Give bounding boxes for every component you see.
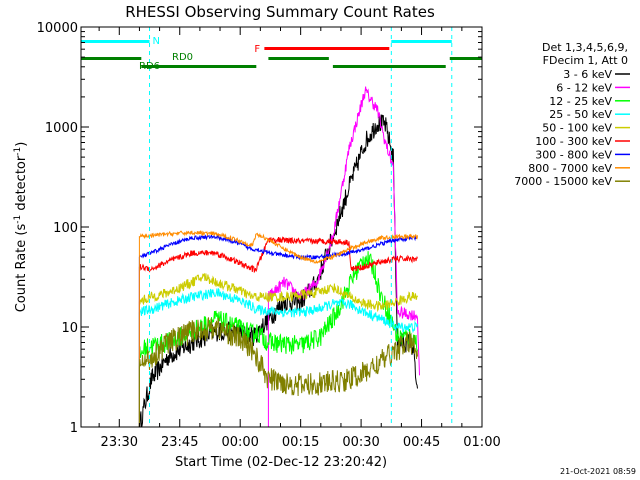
- decimation-flag-bar: [332, 65, 446, 68]
- flag-layer: N F RD0 RD6: [80, 27, 482, 427]
- y-axis-label-sup-2: -1: [13, 147, 23, 156]
- y-tick-label: 100: [53, 221, 78, 236]
- legend: Det 1,3,4,5,6,9, FDecim 1, Att 0 3 - 6 k…: [514, 41, 630, 188]
- legend-entry-label: 3 - 6 keV: [563, 68, 612, 81]
- y-axis-label-main: Count Rate (s: [14, 224, 29, 313]
- tick-layer: 23:30 23:45 00:00 00:15 00:30 00:45 01:00 1 10 10…: [37, 21, 501, 450]
- x-tick-label: 00:45: [403, 435, 440, 450]
- y-tick-label: 10: [61, 321, 78, 336]
- series-line-6: [138, 233, 418, 427]
- legend-entry-label: 300 - 800 keV: [535, 148, 612, 161]
- x-tick-label: 23:30: [101, 435, 138, 450]
- series-layer: [138, 86, 420, 428]
- y-axis-label-mid: detector: [14, 155, 29, 215]
- y-axis-label-end: ): [14, 142, 29, 147]
- night-flag-bar: [81, 40, 150, 43]
- series-line-1: [267, 86, 420, 427]
- legend-entry-label: 25 - 50 keV: [549, 108, 612, 121]
- x-tick-label: 00:30: [342, 435, 379, 450]
- y-axis-label-sup-1: -1: [13, 215, 23, 224]
- legend-header-line-2: FDecim 1, Att 0: [543, 54, 628, 67]
- series-line-3: [138, 287, 418, 427]
- decimation-flag-bar: [268, 57, 329, 60]
- timestamp: 21-Oct-2021 08:59: [560, 467, 636, 476]
- plot-area: N F RD0 RD6 23:30 23:45 00:00 00:15 00:30 00:45 0…: [37, 21, 501, 450]
- y-tick-label: 1000: [45, 121, 78, 136]
- x-tick-label: 23:45: [161, 435, 198, 450]
- decimation-label-rd0: RD0: [172, 52, 193, 63]
- decimation-flag-bar: [449, 57, 482, 60]
- legend-entry-label: 7000 - 15000 keV: [514, 175, 612, 188]
- x-axis-label: Start Time (02-Dec-12 23:20:42): [175, 455, 387, 470]
- series-line-4: [138, 272, 418, 427]
- legend-entry-label: 100 - 300 keV: [535, 135, 612, 148]
- decimation-flag-bar: [81, 57, 142, 60]
- night-flag-label: N: [153, 36, 160, 47]
- decimation-flag-bar: [141, 65, 257, 68]
- night-flag-bar: [391, 40, 452, 43]
- plot-frame: [80, 26, 483, 428]
- legend-entry-label: 12 - 25 keV: [549, 95, 612, 108]
- series-line-8: [138, 317, 418, 427]
- legend-entry-label: 800 - 7000 keV: [528, 162, 612, 175]
- y-axis-label: Count Rate (s-1 detector-1): [13, 142, 29, 313]
- y-tick-label: 1: [70, 421, 78, 436]
- x-tick-label: 01:00: [463, 435, 500, 450]
- legend-header-line-1: Det 1,3,4,5,6,9,: [542, 41, 628, 54]
- legend-entry-label: 50 - 100 keV: [542, 122, 612, 135]
- x-tick-label: 00:15: [282, 435, 319, 450]
- decimation-label-rd6: RD6: [139, 61, 160, 72]
- flare-flag-label: F: [254, 44, 260, 55]
- y-tick-label: 10000: [37, 21, 78, 36]
- legend-entry-label: 6 - 12 keV: [556, 81, 612, 94]
- series-line-2: [138, 251, 418, 427]
- series-line-0: [139, 114, 418, 428]
- chart-title: RHESSI Observing Summary Count Rates: [125, 3, 435, 21]
- x-tick-label: 00:00: [221, 435, 258, 450]
- flare-flag-bar: [264, 47, 390, 50]
- series-line-5: [138, 235, 418, 427]
- series-line-7: [138, 229, 418, 427]
